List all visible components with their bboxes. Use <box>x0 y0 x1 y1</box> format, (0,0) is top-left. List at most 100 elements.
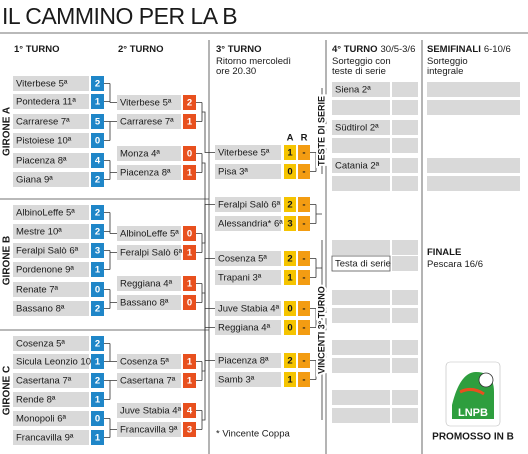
score-box <box>183 403 196 418</box>
team-box <box>332 100 390 115</box>
connector <box>104 160 117 180</box>
connector <box>310 258 322 278</box>
score-box <box>392 256 418 271</box>
second-leg-score: - <box>302 219 305 230</box>
team-name: Alessandria* 6ª <box>218 219 283 230</box>
semifinal-box <box>427 176 520 191</box>
score-box <box>183 373 196 388</box>
seeded-label: TESTE DI SERIE <box>316 96 326 166</box>
heading-text: 2° TURNO <box>118 44 164 55</box>
team-box <box>215 301 281 316</box>
team-name: Piacenza 8ª <box>218 356 269 367</box>
connector <box>104 343 117 362</box>
score-box <box>183 146 196 161</box>
score-box <box>91 282 104 297</box>
first-leg-score: 0 <box>287 167 292 178</box>
connector <box>310 152 322 172</box>
second-leg-score: - <box>302 200 305 211</box>
connector <box>196 102 215 153</box>
column-note: ore 20.30 <box>216 66 256 77</box>
score: 3 <box>187 425 192 436</box>
team-name: Giana 9ª <box>16 175 53 186</box>
score: 5 <box>95 117 101 128</box>
connector <box>310 308 322 328</box>
team-name: Mestre 10ª <box>16 227 62 238</box>
score-box <box>91 172 104 187</box>
score-box <box>91 262 104 277</box>
score: 0 <box>95 285 100 296</box>
heading-dates: 6-10/6 <box>484 44 511 55</box>
score-box <box>91 224 104 239</box>
team-name: Renate 7ª <box>16 285 59 296</box>
score: 2 <box>95 339 100 350</box>
team-name: Reggiana 4ª <box>120 279 173 290</box>
team-box <box>215 216 281 231</box>
heading-text: 1° TURNO <box>14 44 60 55</box>
team-name: Francavilla 9ª <box>16 433 74 444</box>
team-box <box>117 373 181 388</box>
score-box <box>91 354 104 369</box>
connector <box>310 360 322 380</box>
second-leg-box <box>298 145 310 160</box>
team-name: Piacenza 8ª <box>16 156 67 167</box>
score: 1 <box>187 248 193 259</box>
team-box <box>215 372 281 387</box>
team-name: Siena 2ª <box>335 85 371 96</box>
team-name: Sicula Leonzio 10ª <box>16 357 95 368</box>
second-leg-box <box>298 353 310 368</box>
score: 2 <box>95 208 100 219</box>
leg-label: A <box>287 133 294 144</box>
score-box <box>91 430 104 445</box>
team-box <box>332 358 390 373</box>
team-box <box>117 226 181 241</box>
team-box <box>332 308 390 323</box>
winners-label: VINCENTI 3° TURNO <box>316 286 326 374</box>
score: 2 <box>187 98 192 109</box>
second-leg-box <box>298 320 310 335</box>
team-name: Monza 4ª <box>120 149 160 160</box>
heading-dates: 30/5-3/6 <box>381 44 416 55</box>
promoted-label: PROMOSSO IN B <box>432 432 514 443</box>
score: 4 <box>95 156 101 167</box>
team-box <box>215 320 281 335</box>
score-box <box>91 153 104 168</box>
team-box <box>13 301 89 316</box>
heading-text: SEMIFINALI <box>427 44 481 55</box>
connector <box>104 380 117 400</box>
team-name: Carrarese 7ª <box>120 117 174 128</box>
score-box <box>91 392 104 407</box>
team-name: Viterbese 5ª <box>16 79 68 90</box>
score-box <box>183 295 196 310</box>
connector <box>196 204 215 253</box>
score-box <box>91 205 104 220</box>
semifinal-box <box>427 100 520 115</box>
score-box <box>392 308 418 323</box>
team-name: Trapani 3ª <box>218 273 262 284</box>
score-box <box>183 165 196 180</box>
connector <box>310 204 322 224</box>
score-box <box>392 138 418 153</box>
team-box <box>13 262 89 277</box>
team-name: Pordenone 9ª <box>16 265 74 276</box>
team-box <box>13 133 89 148</box>
team-name: Reggiana 4ª <box>218 323 271 334</box>
first-leg-score: 2 <box>287 200 292 211</box>
first-leg-score: 1 <box>287 273 293 284</box>
team-name: Casertana 7ª <box>120 376 176 387</box>
placeholder-box <box>331 255 391 272</box>
group-label: GIRONE B <box>2 236 13 285</box>
second-leg-score: - <box>302 273 305 284</box>
second-leg-box <box>298 301 310 316</box>
score-box <box>91 114 104 129</box>
first-leg-score: 1 <box>287 148 293 159</box>
second-leg-score: - <box>302 148 305 159</box>
score: 3 <box>95 246 100 257</box>
team-box <box>117 422 181 437</box>
team-box <box>215 197 281 212</box>
first-leg-box <box>284 197 296 212</box>
team-box <box>13 94 89 109</box>
team-box <box>117 354 181 369</box>
team-box <box>13 392 89 407</box>
score: 2 <box>95 175 100 186</box>
first-leg-box <box>284 145 296 160</box>
